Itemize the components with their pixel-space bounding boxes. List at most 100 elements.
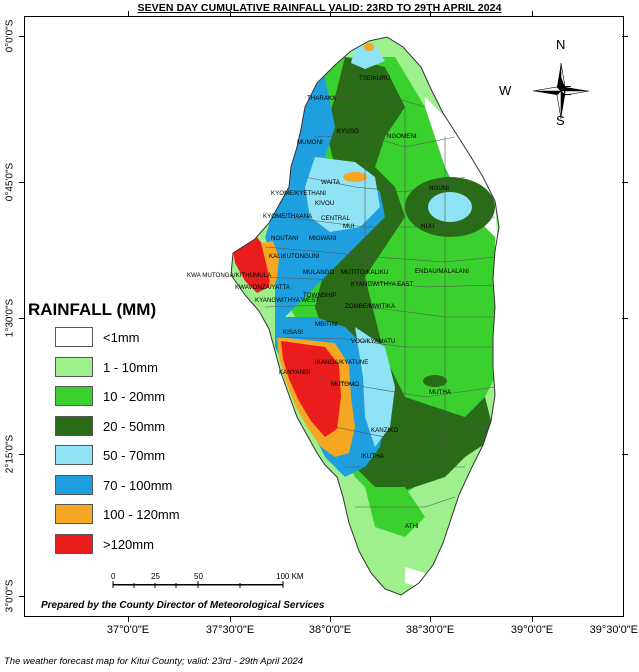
- lon-tick: [330, 616, 331, 622]
- place-label: ATHI: [405, 523, 419, 530]
- zone-gt120mm-nw: [231, 235, 271, 293]
- legend-swatch: [55, 415, 93, 436]
- place-label: KYOME/THAANA: [263, 213, 313, 220]
- kitui-county-map: [230, 36, 500, 596]
- lon-tick: [128, 11, 129, 17]
- scale-tick-label: 25: [151, 572, 160, 581]
- zone-gt120mm-south: [281, 341, 341, 437]
- place-label: IKANGA/KYATUNE: [315, 359, 369, 366]
- figure-caption: The weather forecast map for Kitui Count…: [4, 656, 304, 667]
- compass-west-label: W: [499, 83, 512, 98]
- legend-label: 50 - 70mm: [103, 448, 166, 463]
- place-label: MUMONI: [297, 139, 323, 146]
- place-label: KANYANGI: [279, 369, 311, 376]
- place-label: KYANGWITHYA WEST: [255, 297, 320, 304]
- place-label: NGUNI: [429, 185, 449, 192]
- legend-title: RAINFALL (MM): [28, 300, 157, 319]
- lon-label: 37°30'0"E: [205, 624, 255, 636]
- place-label: MULANGO: [303, 269, 335, 276]
- place-label: MUTOMO: [331, 381, 360, 388]
- legend-label: 20 - 50mm: [103, 418, 166, 434]
- place-label: MBITINI: [315, 321, 338, 328]
- compass-rose-icon: [532, 62, 590, 120]
- lat-label: 1°30'0"S: [4, 298, 16, 338]
- lon-label: 37°0'0"E: [106, 624, 150, 636]
- compass-south-label: S: [556, 113, 565, 128]
- lat-label: 0°0'0"S: [4, 19, 16, 53]
- legend-swatch: [55, 445, 93, 465]
- zone-20-50mm-mutha: [423, 375, 447, 387]
- lat-tick: [622, 182, 628, 183]
- place-label: TSEIKURU: [359, 75, 391, 82]
- lon-tick: [230, 11, 231, 17]
- place-label: MUTITO/KALIKU: [341, 269, 389, 276]
- legend-swatch: [55, 504, 93, 524]
- place-label: KALIKUTONGUNI: [269, 253, 320, 260]
- lon-tick: [330, 11, 331, 17]
- compass-north-label: N: [556, 37, 566, 52]
- lon-label: 38°30'0"E: [405, 624, 455, 636]
- legend-swatch: [55, 533, 93, 554]
- scale-tick-label: 50: [194, 572, 203, 581]
- map-frame: TSEIKURU THARAKA KYUSO NGOMENI MUMONI NG…: [24, 16, 624, 617]
- place-label: NGOMENI: [387, 133, 417, 140]
- compass-east-label: E: [563, 83, 572, 98]
- lat-label: 2°15'0"S: [4, 434, 16, 474]
- lon-tick: [532, 11, 533, 17]
- zone-100-120mm-nw: [261, 241, 279, 289]
- place-label: ENDAU/MALALANI: [415, 268, 469, 275]
- legend-swatch: [55, 356, 93, 377]
- map-title: SEVEN DAY CUMULATIVE RAINFALL VALID: 23R…: [137, 2, 502, 14]
- legend-swatch: [55, 327, 93, 347]
- lon-tick: [430, 11, 431, 17]
- lat-label: 0°45'0"S: [4, 162, 16, 202]
- lon-tick: [230, 616, 231, 622]
- lon-label: 39°30'0"E: [589, 624, 638, 636]
- scale-bar-graphic: [112, 581, 284, 588]
- lat-tick: [19, 596, 25, 597]
- legend-swatch: [55, 386, 93, 406]
- zone-50-70mm-south: [355, 327, 395, 447]
- legend-swatch: [55, 474, 93, 495]
- lon-tick: [532, 616, 533, 622]
- place-label: MUTHA: [429, 389, 451, 396]
- place-label: MUI: [343, 223, 355, 230]
- legend-label: 70 - 100mm: [103, 477, 173, 493]
- legend-label: 10 - 20mm: [103, 389, 166, 404]
- lon-tick: [430, 616, 431, 622]
- county-outline: [230, 36, 500, 596]
- zone-100-120mm-top: [364, 43, 374, 51]
- ward-boundaries: [254, 77, 496, 508]
- place-label: THARAKA: [307, 95, 337, 102]
- legend-label: <1mm: [103, 330, 140, 345]
- place-label: KYANGWITHYA EAST: [351, 281, 414, 288]
- lat-tick: [622, 36, 628, 37]
- place-label: KWAVONZA/YATTA: [235, 284, 290, 291]
- place-label: CENTRAL: [321, 215, 350, 222]
- zone-lt1mm-southeast: [453, 547, 475, 573]
- zone-10-20mm-south: [365, 487, 425, 537]
- place-label: KANZIKO: [371, 427, 399, 434]
- lon-label: 39°0'0"E: [510, 624, 554, 636]
- place-label: VOO/KYAMATU: [351, 338, 396, 345]
- scale-tick-label: 0: [111, 572, 116, 581]
- lon-tick: [128, 616, 129, 622]
- place-label: WAITA: [321, 179, 340, 186]
- scale-tick-label: 100 KM: [276, 572, 304, 581]
- zone-50-70mm-top: [351, 45, 385, 69]
- place-label: IKUTHA: [361, 453, 384, 460]
- zone-50-70mm-nguni: [428, 192, 472, 222]
- place-label: KWA MUTONGA/KITHUMULA: [187, 272, 272, 279]
- place-label: MIGWANI: [309, 235, 337, 242]
- lat-tick: [19, 318, 25, 319]
- place-label: NUU: [421, 223, 435, 230]
- lat-label: 3°0'0"S: [4, 579, 16, 613]
- lat-tick: [622, 318, 628, 319]
- place-label: NGUTANI: [271, 235, 299, 242]
- place-label: KYOME/KYETHANI: [271, 190, 327, 197]
- place-label: KYUSO: [337, 128, 359, 135]
- place-label: KIVOU: [315, 200, 335, 207]
- lon-label: 38°0'0"E: [308, 624, 352, 636]
- place-label: TOWNSHIP: [303, 292, 337, 299]
- lat-tick: [622, 454, 628, 455]
